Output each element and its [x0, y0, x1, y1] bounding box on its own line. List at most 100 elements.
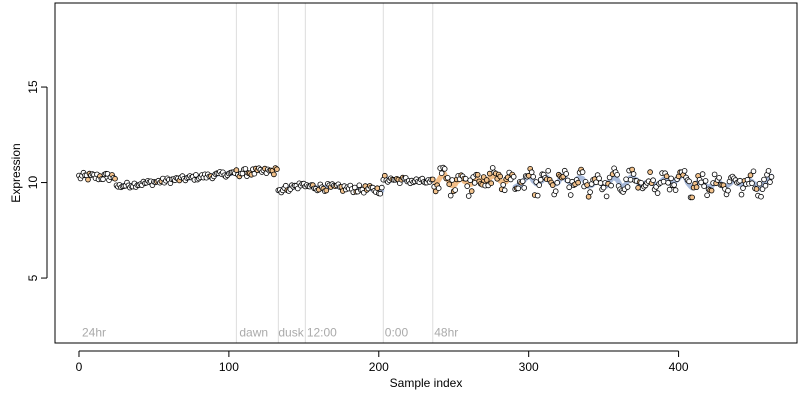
data-point [635, 185, 641, 191]
data-point [530, 174, 536, 180]
data-point [100, 176, 106, 183]
data-point [519, 178, 526, 185]
data-point [584, 182, 590, 188]
y-axis-label: Expression [9, 143, 23, 202]
data-point [462, 176, 469, 182]
data-point [725, 187, 731, 194]
data-point [747, 172, 754, 179]
x-tick-label: 100 [219, 360, 239, 374]
data-point [596, 175, 602, 182]
data-point [528, 169, 535, 176]
data-point [660, 178, 667, 185]
data-point [575, 179, 581, 186]
data-point [768, 174, 775, 180]
data-point [681, 168, 688, 174]
data-point [563, 171, 569, 177]
data-point [666, 186, 673, 193]
time-annotation: 24hr [82, 325, 106, 339]
data-point [85, 176, 91, 183]
data-point [738, 191, 745, 198]
data-point [765, 168, 772, 174]
data-point [554, 179, 560, 186]
data-point [647, 169, 653, 175]
data-point [737, 177, 743, 184]
y-tick-label: 5 [26, 274, 40, 281]
annotations: 24hr dawn dusk 12:00 0:00 48hr [82, 325, 458, 339]
data-point [486, 170, 493, 177]
data-point [378, 184, 385, 191]
data-point [501, 187, 508, 194]
data-point [689, 194, 695, 201]
data-point [510, 174, 517, 180]
data-point [449, 177, 456, 183]
vertical-markers [235, 3, 434, 343]
data-point [464, 183, 471, 189]
data-point [549, 182, 556, 188]
data-point [474, 172, 481, 178]
data-point [323, 187, 330, 194]
data-point [654, 190, 661, 196]
data-point [537, 176, 544, 183]
data-point [536, 182, 542, 188]
time-annotation: 48hr [434, 325, 458, 339]
data-point [438, 170, 445, 177]
plot-area [54, 2, 798, 344]
data-point [500, 182, 507, 188]
data-point [750, 168, 757, 175]
data-point [668, 175, 674, 182]
data-point [638, 180, 644, 186]
y-tick-label: 15 [26, 80, 40, 94]
data-point [701, 183, 707, 190]
data-point [271, 171, 277, 178]
data-point [686, 178, 692, 185]
data-point [740, 185, 746, 191]
data-point [567, 192, 574, 198]
y-tick-label: 10 [26, 176, 40, 190]
data-point [515, 185, 521, 192]
data-point [521, 185, 527, 191]
x-axis: 0 100 200 300 400 [76, 350, 689, 374]
x-tick-label: 300 [519, 360, 539, 374]
data-point [566, 184, 572, 191]
time-annotation: dusk [278, 325, 304, 339]
data-point [579, 169, 586, 175]
data-point [704, 192, 710, 199]
data-point [381, 172, 388, 179]
data-point [699, 171, 706, 177]
data-point [759, 186, 766, 192]
data-point [585, 194, 592, 200]
data-point [356, 182, 363, 189]
data-point [441, 166, 448, 172]
data-point [758, 193, 764, 200]
data-point [274, 166, 280, 173]
data-point [435, 185, 442, 192]
data-point [377, 190, 384, 197]
data-point [761, 176, 767, 183]
data-point [465, 193, 472, 199]
data-point [597, 180, 604, 186]
data-point [650, 177, 656, 184]
data-point [702, 178, 709, 184]
data-point [489, 165, 496, 171]
data-point [672, 187, 679, 193]
data-point [447, 192, 454, 199]
data-point [663, 173, 670, 180]
data-point [468, 188, 475, 194]
data-point [564, 177, 571, 184]
data-point [671, 182, 677, 188]
data-point [471, 180, 478, 186]
y-axis: 5 10 15 [26, 80, 48, 281]
data-point [497, 173, 504, 180]
x-tick-label: 400 [669, 360, 689, 374]
data-point [112, 175, 118, 182]
data-point [251, 170, 258, 177]
data-point [753, 186, 760, 192]
data-point [242, 166, 249, 172]
data-point [627, 177, 634, 183]
data-point [608, 182, 614, 189]
data-point [629, 166, 635, 173]
data-point [446, 181, 453, 188]
data-point [762, 182, 769, 189]
data-point [623, 176, 629, 183]
